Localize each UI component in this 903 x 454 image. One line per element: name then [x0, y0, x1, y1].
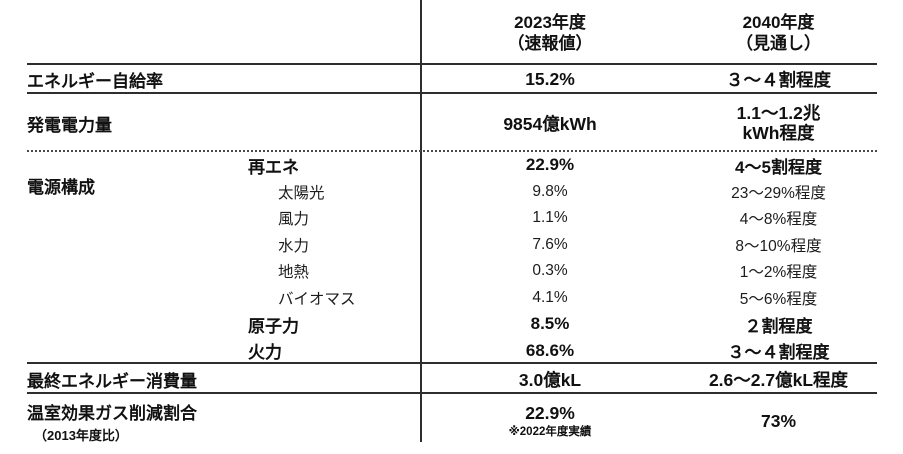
- row-label: 再エネ: [248, 157, 299, 177]
- value-2023: 7.6%: [532, 235, 568, 253]
- value-2040: 4～5割程度: [735, 157, 822, 177]
- row-label: 最終エネルギー消費量: [27, 371, 197, 391]
- value-2040-line1: 1.1～1.2兆: [736, 103, 821, 123]
- row-label: バイオマス: [278, 290, 356, 308]
- value-2023: 15.2%: [525, 69, 575, 89]
- value-2040: 2.6～2.7億kL程度: [708, 369, 849, 390]
- row-label: 発電電力量: [27, 115, 112, 135]
- value-2023: 22.9%: [525, 403, 575, 423]
- row-label: 風力: [278, 211, 310, 229]
- header-col-2040: 2040年度 （見通し）: [680, 12, 877, 54]
- table-row-biomass: バイオマス 4.1% 5～6%程度: [248, 285, 903, 312]
- value-2023: 8.5%: [530, 314, 570, 334]
- value-2023: 1.1%: [532, 209, 568, 227]
- value-2040: 5～6%程度: [739, 290, 818, 308]
- power-mix-top-dotted-rule: [27, 150, 877, 152]
- final-consumption-bottom-rule: [27, 392, 877, 394]
- row-label-baseline-note: （2013年度比）: [34, 427, 128, 443]
- table-row-final-consumption: 最終エネルギー消費量 3.0億kL 2.6～2.7億kL程度: [0, 364, 903, 394]
- row-label: 原子力: [248, 316, 299, 336]
- table-row-thermal: 火力 68.6% ３～４割程度: [248, 338, 903, 365]
- value-2040: 23～29%程度: [731, 184, 826, 202]
- table-section-power-mix: 電源構成 再エネ 22.9% 4～5割程度 太陽光 9.8% 23～29%程度 …: [0, 152, 903, 364]
- value-2023: 9.8%: [532, 182, 568, 200]
- value-2023: 4.1%: [532, 288, 568, 306]
- row-label: 地熱: [278, 264, 310, 282]
- value-2040: ２割程度: [744, 316, 813, 336]
- row-label: 水力: [278, 237, 310, 255]
- value-2040: ３～４割程度: [727, 343, 830, 363]
- row-label: 温室効果ガス削減割合: [27, 403, 197, 423]
- row-label: 太陽光: [278, 184, 325, 202]
- value-2023: 9854億kWh: [503, 113, 597, 134]
- value-2023: 3.0億kL: [518, 369, 582, 390]
- value-2023-note: ※2022年度実績: [508, 426, 592, 438]
- value-2040: ３～４割程度: [726, 70, 831, 90]
- value-2040: 73%: [760, 410, 797, 431]
- header-bottom-rule: [27, 63, 877, 65]
- self-sufficiency-bottom-rule: [27, 92, 877, 94]
- final-consumption-top-rule: [27, 362, 877, 364]
- value-2040: 8～10%程度: [735, 237, 822, 255]
- table-row-solar: 太陽光 9.8% 23～29%程度: [248, 179, 903, 206]
- table-row-ghg-reduction: 温室効果ガス削減割合 （2013年度比） 22.9% ※2022年度実績 73%: [0, 394, 903, 448]
- header-col-2023: 2023年度 （速報値）: [420, 12, 680, 54]
- header-2023-qualifier: （速報値）: [507, 33, 593, 53]
- power-mix-rows: 再エネ 22.9% 4～5割程度 太陽光 9.8% 23～29%程度 風力 1.…: [248, 152, 903, 364]
- header-2040-year: 2040年度: [742, 12, 815, 32]
- value-2023: 0.3%: [532, 262, 568, 280]
- value-2023-block: 22.9% ※2022年度実績: [420, 403, 680, 439]
- value-2023: 68.6%: [525, 340, 575, 360]
- table-row-geothermal: 地熱 0.3% 1～2%程度: [248, 258, 903, 285]
- header-2040-qualifier: （見通し）: [736, 33, 821, 53]
- table-row-self-sufficiency: エネルギー自給率 15.2% ３～４割程度: [0, 65, 903, 94]
- column-divider-line: [420, 0, 422, 442]
- table-row-hydro: 水力 7.6% 8～10%程度: [248, 232, 903, 259]
- row-label-block: 温室効果ガス削減割合 （2013年度比）: [27, 399, 420, 444]
- table-row-renewables: 再エネ 22.9% 4～5割程度: [248, 152, 903, 179]
- table-row-generation: 発電電力量 9854億kWh 1.1～1.2兆 kWh程度: [0, 94, 903, 152]
- value-2040: 1～2%程度: [739, 264, 818, 282]
- row-label: 火力: [248, 343, 282, 363]
- table-row-wind: 風力 1.1% 4～8%程度: [248, 205, 903, 232]
- value-2040: 1.1～1.2兆 kWh程度: [680, 103, 877, 143]
- header-2023-year: 2023年度: [514, 12, 586, 32]
- table-header-row: 2023年度 （速報値） 2040年度 （見通し）: [0, 0, 903, 65]
- table-row-nuclear: 原子力 8.5% ２割程度: [248, 311, 903, 338]
- value-2040: 4～8%程度: [739, 211, 818, 229]
- row-label: エネルギー自給率: [27, 72, 163, 91]
- value-2040-line2: kWh程度: [742, 123, 815, 143]
- value-2023: 22.9%: [525, 155, 575, 175]
- section-label: 電源構成: [27, 178, 95, 197]
